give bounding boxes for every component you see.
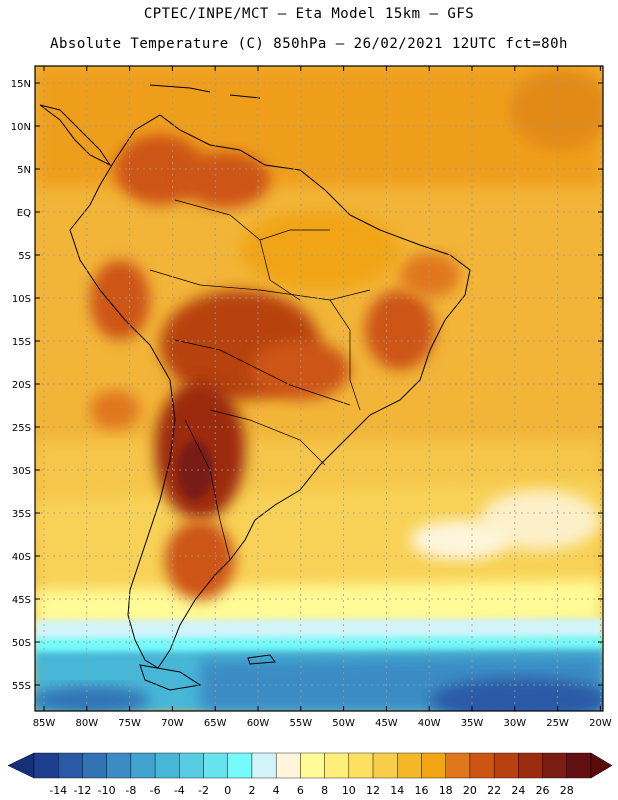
lat-label: 30S [12, 466, 31, 477]
lat-label: 5N [17, 165, 31, 176]
colorbar-tick-label: -12 [73, 784, 91, 797]
lon-label: 70W [161, 718, 184, 729]
lon-label: 20W [589, 718, 612, 729]
colorbar-tick-label: 22 [487, 784, 501, 797]
lon-label: 65W [204, 718, 227, 729]
colorbar-tick-label: 10 [342, 784, 356, 797]
caribbean-islands [149, 84, 261, 99]
country-borders [149, 199, 371, 561]
title-line-1: CPTEC/INPE/MCT – Eta Model 15km – GFS [143, 6, 475, 22]
colorbar-swatch [154, 752, 180, 779]
falkland-islands [247, 654, 276, 665]
colorbar-tick-label: 2 [248, 784, 255, 797]
coastlines [39, 84, 471, 691]
colorbar-tick-label: -4 [174, 784, 185, 797]
colorbar-swatch [33, 752, 59, 779]
longitude-labels: 85W 80W 75W 70W 65W 60W 55W 50W 45W 40W 35W 30W 25W 2… [33, 66, 612, 729]
colorbar-swatch [348, 752, 374, 779]
colorbar-tick-label: 0 [224, 784, 231, 797]
colorbar-tick-label: -8 [125, 784, 136, 797]
lon-label: 55W [289, 718, 312, 729]
lon-label: 75W [118, 718, 141, 729]
lon-label: 30W [503, 718, 526, 729]
lon-label: 60W [247, 718, 270, 729]
colorbar-tick-label: 14 [390, 784, 404, 797]
lat-label: 15N [11, 79, 31, 90]
colorbar-swatch [324, 752, 350, 779]
lat-label: 15S [12, 337, 31, 348]
lon-label: 25W [546, 718, 569, 729]
colorbar-over-arrow [590, 752, 613, 779]
colorbar-swatch [469, 752, 495, 779]
colorbar-tick-label: -2 [198, 784, 209, 797]
colorbar-swatch [82, 752, 107, 779]
lat-label: 25S [12, 423, 31, 434]
title-line-2: Absolute Temperature (C) 850hPa – 26/02/… [50, 36, 568, 52]
lat-label: 10N [11, 122, 31, 133]
colorbar-swatch [106, 752, 132, 779]
colorbar-swatch [397, 752, 422, 779]
colorbar-tick-label: 18 [439, 784, 453, 797]
colorbar-swatch [58, 752, 83, 779]
colorbar-tick-label: 26 [536, 784, 550, 797]
colorbar-tick-label: 4 [273, 784, 280, 797]
colorbar: -14 -12 -10 -8 -6 -4 -2 0 2 4 6 8 10 12 14 16 18 20 22 24 26… [7, 752, 613, 797]
colorbar-swatch [566, 752, 592, 779]
colorbar-swatch [300, 752, 325, 779]
colorbar-under-arrow [7, 752, 35, 779]
colorbar-swatch [421, 752, 446, 779]
colorbar-swatch [203, 752, 228, 779]
lon-label: 45W [375, 718, 398, 729]
colorbar-tick-label: 20 [463, 784, 477, 797]
lon-label: 50W [332, 718, 355, 729]
colorbar-tick-label: -6 [150, 784, 161, 797]
lon-label: 35W [461, 718, 484, 729]
lat-label: 50S [12, 638, 31, 649]
lon-label: 40W [418, 718, 441, 729]
tierra-del-fuego [139, 664, 202, 691]
colorbar-swatch [227, 752, 253, 779]
map-frame [34, 65, 604, 712]
colorbar-tick-label: 28 [560, 784, 574, 797]
colorbar-tick-label: 6 [297, 784, 304, 797]
lat-label: 5S [18, 251, 31, 262]
colorbar-swatch [518, 752, 543, 779]
grid-lines [35, 66, 603, 711]
south-america-coast [69, 114, 471, 669]
lat-label: 10S [12, 294, 31, 305]
lon-label: 85W [33, 718, 56, 729]
lat-label: 45S [12, 595, 31, 606]
lon-label: 80W [75, 718, 98, 729]
colorbar-tick-label: -10 [98, 784, 116, 797]
colorbar-swatch [251, 752, 277, 779]
colorbar-tick-label: 24 [511, 784, 525, 797]
colorbar-swatch [445, 752, 471, 779]
colorbar-swatch [372, 752, 398, 779]
lat-label: EQ [17, 208, 31, 219]
lat-label: 55S [12, 681, 31, 692]
colorbar-swatch [130, 752, 156, 779]
colorbar-tick-label: 8 [321, 784, 328, 797]
colorbar-swatch [542, 752, 567, 779]
central-america-coast [39, 104, 112, 167]
lat-label: 40S [12, 552, 31, 563]
colorbar-tick-label: 16 [414, 784, 428, 797]
colorbar-tick-label: -14 [49, 784, 67, 797]
colorbar-tick-label: 12 [366, 784, 380, 797]
colorbar-swatch [275, 752, 301, 779]
temperature-field [35, 66, 603, 711]
colorbar-swatch [179, 752, 204, 779]
lat-label: 20S [12, 380, 31, 391]
colorbar-swatch [493, 752, 519, 779]
latitude-labels: 15N 10N 5N EQ 5S 10S 15S 20S 25S 30S 35S 40S 45S 50S 5… [11, 79, 603, 692]
lat-label: 35S [12, 509, 31, 520]
